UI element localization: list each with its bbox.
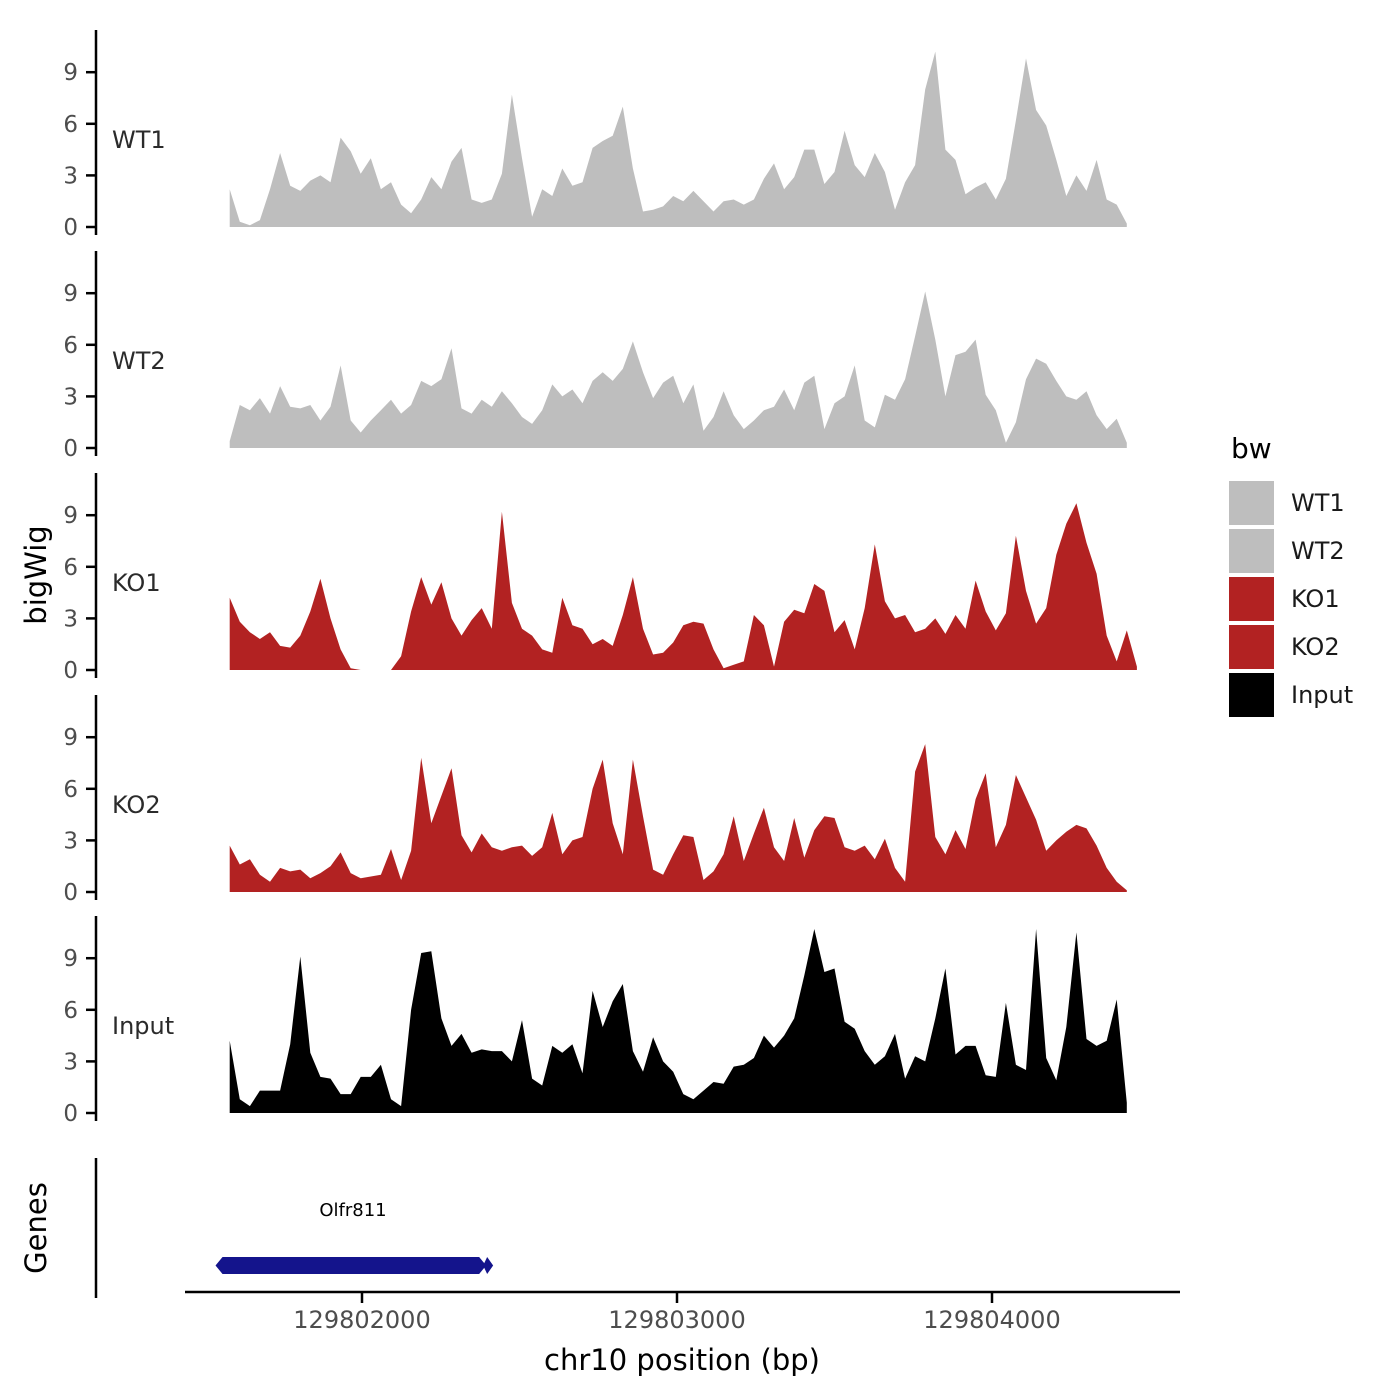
y-tick-label-KO1-6: 6 <box>63 555 78 581</box>
track-label-WT1: WT1 <box>112 126 166 154</box>
y-tick-label-Input-9: 9 <box>63 946 78 972</box>
legend-title: bw <box>1231 432 1272 465</box>
gene-body-olfr811 <box>215 1257 487 1274</box>
panel-KO1: 0 3 6 9 KO1 <box>63 473 1137 684</box>
y-tick-label-Input-6: 6 <box>63 998 78 1024</box>
legend-swatch-KO2 <box>1229 625 1274 669</box>
y-tick-label-Input-0: 0 <box>63 1101 78 1127</box>
panel-WT1: 0 3 6 9 WT1 <box>63 30 1127 241</box>
legend-entry-Input: Input <box>1229 673 1353 717</box>
y-tick-label-KO2-3: 3 <box>63 828 78 854</box>
legend-swatch-KO1 <box>1229 577 1274 621</box>
coverage-area-WT1 <box>229 51 1127 227</box>
legend-entry-WT2: WT2 <box>1229 529 1353 573</box>
y-tick-label-KO2-6: 6 <box>63 777 78 803</box>
coverage-area-KO1 <box>229 503 1137 670</box>
y-tick-label-Input-3: 3 <box>63 1049 78 1075</box>
x-tick-label-129804000: 129804000 <box>923 1306 1060 1334</box>
y-tick-label-KO1-0: 0 <box>63 658 78 684</box>
x-axis: 129802000 129803000 129804000 <box>185 1290 1180 1334</box>
x-tick-label-129802000: 129802000 <box>293 1306 430 1334</box>
legend-label-KO2: KO2 <box>1291 633 1340 661</box>
coverage-area-WT2 <box>229 291 1127 448</box>
track-label-KO2: KO2 <box>112 791 161 819</box>
y-tick-label-WT2-9: 9 <box>63 281 78 307</box>
y-tick-label-WT1-9: 9 <box>63 60 78 86</box>
y-tick-label-WT1-6: 6 <box>63 112 78 138</box>
y-tick-label-KO1-3: 3 <box>63 606 78 632</box>
y-tick-label-KO1-9: 9 <box>63 503 78 529</box>
legend-label-Input: Input <box>1291 681 1354 709</box>
y-tick-label-KO2-0: 0 <box>63 880 78 906</box>
y-tick-label-WT1-3: 3 <box>63 163 78 189</box>
panel-Input: 0 3 6 9 Input <box>63 916 1127 1127</box>
y-tick-label-KO2-9: 9 <box>63 725 78 751</box>
legend-entry-KO1: KO1 <box>1229 577 1353 621</box>
y-tick-label-WT1-0: 0 <box>63 215 78 241</box>
legend-swatch-WT1 <box>1229 481 1274 525</box>
track-label-KO1: KO1 <box>112 569 161 597</box>
legend-label-WT2: WT2 <box>1291 537 1345 565</box>
gene-label: Olfr811 <box>319 1200 387 1221</box>
legend-entries: WT1 WT2 KO1 KO2 Input <box>1229 481 1353 717</box>
legend-label-KO1: KO1 <box>1291 585 1340 613</box>
legend-entry-WT1: WT1 <box>1229 481 1353 525</box>
legend: bw WT1 WT2 KO1 KO2 Input <box>1229 432 1353 721</box>
legend-swatch-Input <box>1229 673 1274 717</box>
y-tick-label-WT2-3: 3 <box>63 384 78 410</box>
coverage-area-Input <box>229 929 1127 1113</box>
panel-KO2: 0 3 6 9 KO2 <box>63 695 1127 906</box>
y-tick-label-WT2-0: 0 <box>63 436 78 462</box>
x-axis-title: chr10 position (bp) <box>544 1343 820 1377</box>
panel-genes <box>94 1158 494 1298</box>
coverage-area-KO2 <box>229 744 1127 892</box>
y-axis-label-genes: Genes <box>19 1182 53 1274</box>
legend-entry-KO2: KO2 <box>1229 625 1353 669</box>
legend-label-WT1: WT1 <box>1291 489 1345 517</box>
x-tick-label-129803000: 129803000 <box>608 1306 745 1334</box>
track-label-Input: Input <box>112 1012 174 1040</box>
track-label-WT2: WT2 <box>112 347 166 375</box>
legend-swatch-WT2 <box>1229 529 1274 573</box>
panel-WT2: 0 3 6 9 WT2 <box>63 251 1127 462</box>
y-tick-label-WT2-6: 6 <box>63 333 78 359</box>
y-axis-label-bigwig: bigWig <box>19 525 53 625</box>
gene-arrowhead-icon <box>483 1257 494 1274</box>
